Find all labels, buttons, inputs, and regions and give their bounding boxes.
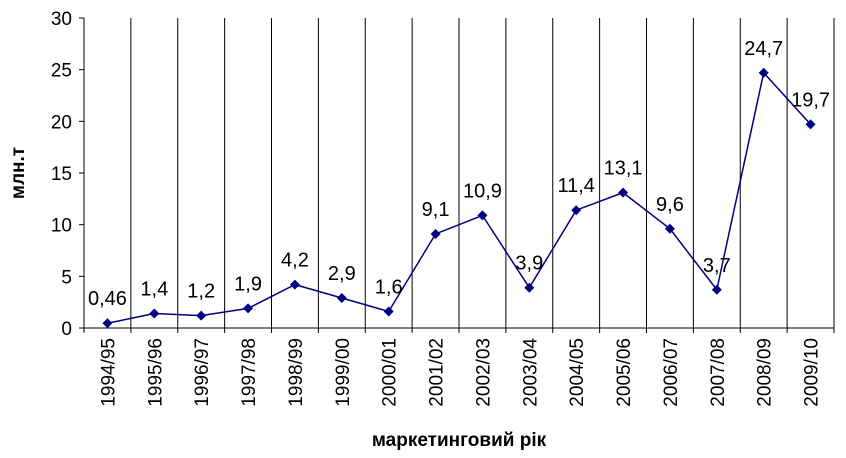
x-tick-label: 2003/04 <box>520 338 541 407</box>
x-tick-label: 2000/01 <box>380 338 401 407</box>
data-label: 1,2 <box>187 281 215 303</box>
x-tick-label: 2006/07 <box>661 338 682 407</box>
data-point-marker <box>243 303 254 314</box>
data-label: 11,4 <box>557 175 594 197</box>
data-point-marker <box>289 279 300 290</box>
x-tick-label: 2005/06 <box>614 338 635 407</box>
y-tick-label: 30 <box>51 9 72 30</box>
x-tick-label: 1999/00 <box>333 338 354 407</box>
data-label: 19,7 <box>791 89 830 111</box>
axes <box>79 17 835 333</box>
y-tick-labels: 0 5 10 15 20 25 30 <box>51 9 72 340</box>
x-tick-label: 1998/99 <box>286 338 307 407</box>
x-tick-label: 2001/02 <box>427 338 448 407</box>
data-label: 0,46 <box>88 288 127 310</box>
x-tick-label: 1996/97 <box>192 338 213 407</box>
x-tick-label: 2004/05 <box>567 338 588 407</box>
data-label: 9,6 <box>656 194 684 216</box>
y-tick-label: 25 <box>51 61 72 82</box>
data-labels: 0,46 1,4 1,2 1,9 4,2 2,9 1,6 9,1 10,9 3,9 11,4 13,1… <box>88 38 830 310</box>
x-tick-label: 2008/09 <box>755 338 776 407</box>
data-label: 3,9 <box>515 253 543 275</box>
data-point-marker <box>618 187 629 198</box>
data-point-marker <box>477 210 488 221</box>
data-point-marker <box>102 318 113 329</box>
data-label: 1,6 <box>375 276 403 298</box>
x-tick-label: 1994/95 <box>98 338 119 407</box>
data-point-marker <box>336 293 347 304</box>
x-tick-label: 2002/03 <box>473 338 494 407</box>
data-label: 13,1 <box>604 158 643 180</box>
y-tick-label: 10 <box>51 216 72 237</box>
data-point-marker <box>430 228 441 239</box>
data-label: 9,1 <box>422 199 450 221</box>
data-label: 1,9 <box>234 273 262 295</box>
x-tick-label: 2009/10 <box>802 338 823 407</box>
x-tick-labels: 1994/95 1995/96 1996/97 1997/98 1998/99 1999/… <box>98 338 822 407</box>
x-tick-label: 1997/98 <box>239 338 260 407</box>
data-point-marker <box>571 205 582 216</box>
data-point-marker <box>711 284 722 295</box>
series-polyline <box>107 71 812 324</box>
data-point-marker <box>149 308 160 319</box>
y-tick-label: 15 <box>51 164 72 185</box>
data-label: 1,4 <box>140 279 168 301</box>
data-label: 2,9 <box>328 263 356 285</box>
data-label: 10,9 <box>463 180 502 202</box>
data-point-marker <box>383 306 394 317</box>
data-point-marker <box>805 119 816 130</box>
y-tick-label: 20 <box>51 112 72 133</box>
data-label: 4,2 <box>281 250 309 272</box>
y-axis-title: млн.т <box>8 147 29 199</box>
data-point-marker <box>664 223 675 234</box>
grid-lines <box>130 18 835 328</box>
series-line <box>102 67 816 329</box>
data-point-marker <box>758 67 769 78</box>
data-label: 3,7 <box>703 255 731 277</box>
data-point-marker <box>524 282 535 293</box>
y-tick-label: 0 <box>61 319 72 340</box>
data-point-marker <box>196 310 207 321</box>
data-label: 24,7 <box>744 38 783 60</box>
y-tick-label: 5 <box>61 267 72 288</box>
x-axis-title: маркетинговий рік <box>372 430 547 451</box>
x-tick-label: 2007/08 <box>708 338 729 407</box>
x-tick-label: 1995/96 <box>145 338 166 407</box>
